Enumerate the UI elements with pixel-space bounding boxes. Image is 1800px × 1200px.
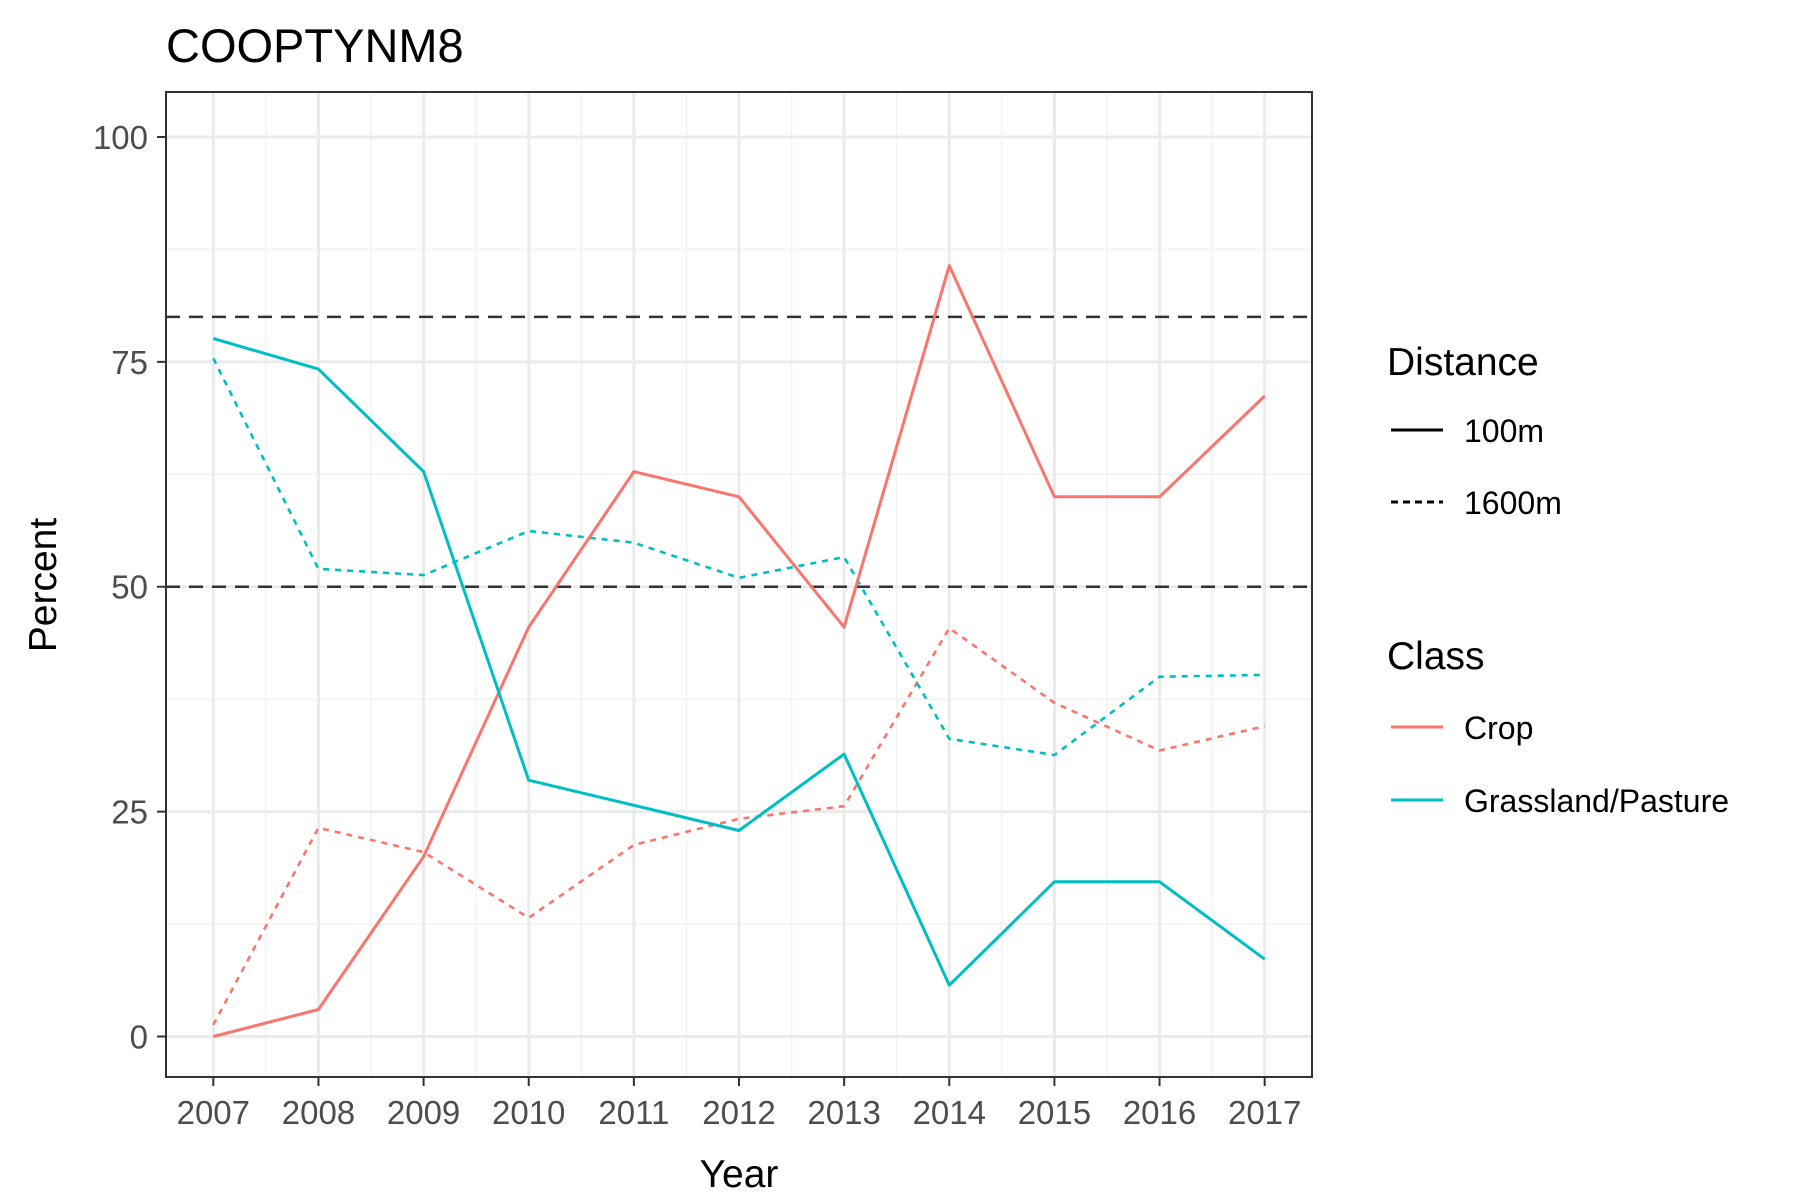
legend-label-1600m: 1600m [1464,485,1562,521]
legend-class: Class Crop Grassland/Pasture [1387,635,1729,819]
x-tick-label: 2008 [282,1094,355,1131]
series-line-grassland-pasture-100m [212,337,1266,987]
series-line-grassland-pasture-1600m [212,357,1265,757]
y-tick-label: 0 [130,1019,148,1056]
y-axis: 0 25 50 75 100 [93,119,166,1056]
legend-label-crop: Crop [1464,710,1533,746]
x-tick-label: 2013 [807,1094,880,1131]
legend-label-grassland: Grassland/Pasture [1464,783,1729,819]
y-tick-label: 75 [111,344,148,381]
x-axis: 2007 2008 2009 2010 2011 2012 2013 2014 2015 2016… [177,1077,1301,1131]
y-tick-label: 100 [93,119,148,156]
chart-title: COOPTYNM8 [166,19,464,72]
x-tick-label: 2017 [1228,1094,1301,1131]
x-tick-label: 2014 [913,1094,986,1131]
legend-label-100m: 100m [1464,413,1544,449]
legend-distance-title: Distance [1387,341,1539,384]
series-lines [212,264,1266,1038]
x-tick-label: 2007 [177,1094,250,1131]
y-tick-label: 25 [111,794,148,831]
x-tick-label: 2012 [702,1094,775,1131]
x-tick-label: 2009 [387,1094,460,1131]
x-tick-label: 2010 [492,1094,565,1131]
y-tick-label: 50 [111,569,148,606]
reference-lines [166,315,1312,588]
x-axis-title: Year [700,1153,779,1196]
y-axis-title: Percent [22,518,65,653]
series-line-crop-100m [212,264,1266,1038]
legend-class-title: Class [1387,635,1485,678]
x-tick-label: 2011 [598,1094,669,1131]
x-tick-label: 2015 [1018,1094,1091,1131]
legend-distance: Distance 100m 1600m [1387,341,1562,521]
x-tick-label: 2016 [1123,1094,1196,1131]
